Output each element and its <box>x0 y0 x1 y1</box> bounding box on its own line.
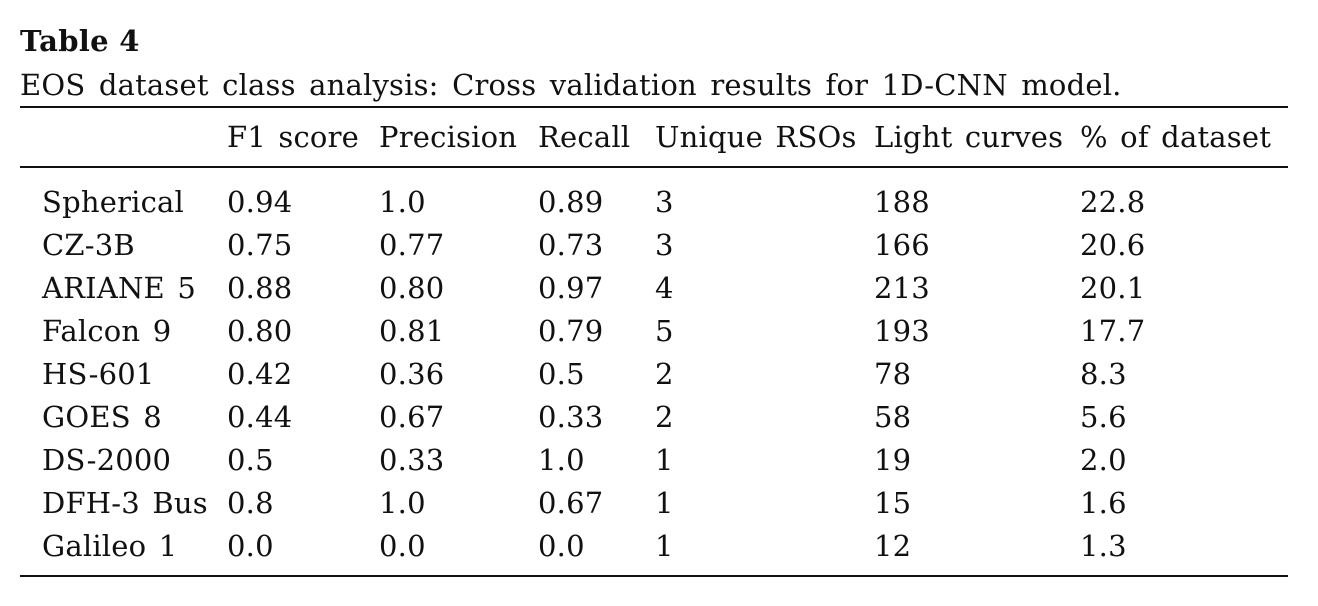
table-cell: 188 <box>874 184 930 219</box>
table-row: Galileo 1 0.0 0.0 0.0 1 12 1.3 <box>20 524 1288 576</box>
row-label: HS-601 <box>42 356 155 391</box>
table-cell: 1.0 <box>379 184 426 219</box>
header-row: F1 score Precision Recall Unique RSOs Light … <box>20 107 1288 167</box>
table-row: GOES 8 0.44 0.67 0.33 2 58 5.6 <box>20 395 1288 438</box>
table-cell: 0.33 <box>379 442 445 477</box>
table-cell: 0.77 <box>379 227 445 262</box>
table-row: Falcon 9 0.80 0.81 0.79 5 193 17.7 <box>20 309 1288 352</box>
row-label: DS-2000 <box>42 442 172 477</box>
table-cell: 0.67 <box>379 399 445 434</box>
row-label: Spherical <box>42 184 185 219</box>
table-row: DS-2000 0.5 0.33 1.0 1 19 2.0 <box>20 438 1288 481</box>
table-cell: 1.0 <box>379 485 426 520</box>
table-cell: 5 <box>655 313 674 348</box>
table-cell: 78 <box>874 356 912 391</box>
table-cell: 0.42 <box>227 356 293 391</box>
table-cell: 4 <box>655 270 674 305</box>
table-cell: 1.6 <box>1080 485 1127 520</box>
table-cell: 0.94 <box>227 184 293 219</box>
table-cell: 0.36 <box>379 356 445 391</box>
table-cell: 8.3 <box>1080 356 1127 391</box>
table-cell: 20.1 <box>1080 270 1146 305</box>
column-header: % of dataset <box>1080 120 1272 154</box>
row-label: GOES 8 <box>42 399 162 434</box>
table-cell: 1.3 <box>1080 528 1127 563</box>
results-table: F1 score Precision Recall Unique RSOs Light … <box>20 106 1288 577</box>
table-cell: 193 <box>874 313 930 348</box>
table-cell: 58 <box>874 399 912 434</box>
table-cell: 213 <box>874 270 930 305</box>
table-cell: 0.0 <box>379 528 426 563</box>
table-row: DFH-3 Bus 0.8 1.0 0.67 1 15 1.6 <box>20 481 1288 524</box>
table-cell: 0.0 <box>227 528 274 563</box>
table-row: ARIANE 5 0.88 0.80 0.97 4 213 20.1 <box>20 266 1288 309</box>
table-row: Spherical 0.94 1.0 0.89 3 188 22.8 <box>20 167 1288 223</box>
table-cell: 0.81 <box>379 313 445 348</box>
table-container: Table 4 EOS dataset class analysis: Cros… <box>20 24 1288 577</box>
table-cell: 1 <box>655 528 674 563</box>
table-cell: 1 <box>655 442 674 477</box>
row-label: ARIANE 5 <box>42 270 196 305</box>
table-cell: 0.73 <box>538 227 604 262</box>
row-label: CZ-3B <box>42 227 135 262</box>
row-label: Falcon 9 <box>42 313 172 348</box>
table-cell: 15 <box>874 485 912 520</box>
table-cell: 20.6 <box>1080 227 1146 262</box>
table-cell: 2 <box>655 399 674 434</box>
table-header: F1 score Precision Recall Unique RSOs Light … <box>20 107 1288 167</box>
table-cell: 1 <box>655 485 674 520</box>
table-cell: 0.5 <box>227 442 274 477</box>
table-cell: 0.0 <box>538 528 585 563</box>
row-label: DFH-3 Bus <box>42 485 208 520</box>
table-cell: 0.97 <box>538 270 604 305</box>
column-header: Unique RSOs <box>655 120 857 154</box>
column-header: Light curves <box>874 120 1064 154</box>
table-caption: EOS dataset class analysis: Cross valida… <box>20 68 1122 102</box>
table-row: CZ-3B 0.75 0.77 0.73 3 166 20.6 <box>20 223 1288 266</box>
table-cell: 3 <box>655 184 674 219</box>
table-cell: 3 <box>655 227 674 262</box>
table-cell: 22.8 <box>1080 184 1146 219</box>
row-label: Galileo 1 <box>42 528 178 563</box>
column-header: Recall <box>538 120 631 154</box>
table-cell: 0.8 <box>227 485 274 520</box>
table-label: Table 4 <box>20 24 140 58</box>
table-cell: 17.7 <box>1080 313 1146 348</box>
table-cell: 0.80 <box>227 313 293 348</box>
table-cell: 0.75 <box>227 227 293 262</box>
column-header: F1 score <box>227 120 359 154</box>
table-cell: 0.33 <box>538 399 604 434</box>
table-cell: 0.79 <box>538 313 604 348</box>
table-cell: 0.88 <box>227 270 293 305</box>
column-header-blank <box>20 107 227 167</box>
table-cell: 0.80 <box>379 270 445 305</box>
table-cell: 2 <box>655 356 674 391</box>
table-cell: 166 <box>874 227 930 262</box>
table-cell: 0.67 <box>538 485 604 520</box>
table-cell: 19 <box>874 442 912 477</box>
table-row: HS-601 0.42 0.36 0.5 2 78 8.3 <box>20 352 1288 395</box>
table-cell: 0.5 <box>538 356 585 391</box>
table-cell: 0.44 <box>227 399 293 434</box>
table-cell: 0.89 <box>538 184 604 219</box>
table-cell: 2.0 <box>1080 442 1127 477</box>
table-cell: 12 <box>874 528 912 563</box>
table-cell: 1.0 <box>538 442 585 477</box>
table-body: Spherical 0.94 1.0 0.89 3 188 22.8 CZ-3B 0.75 0.7… <box>20 167 1288 576</box>
column-header: Precision <box>379 120 518 154</box>
table-cell: 5.6 <box>1080 399 1127 434</box>
